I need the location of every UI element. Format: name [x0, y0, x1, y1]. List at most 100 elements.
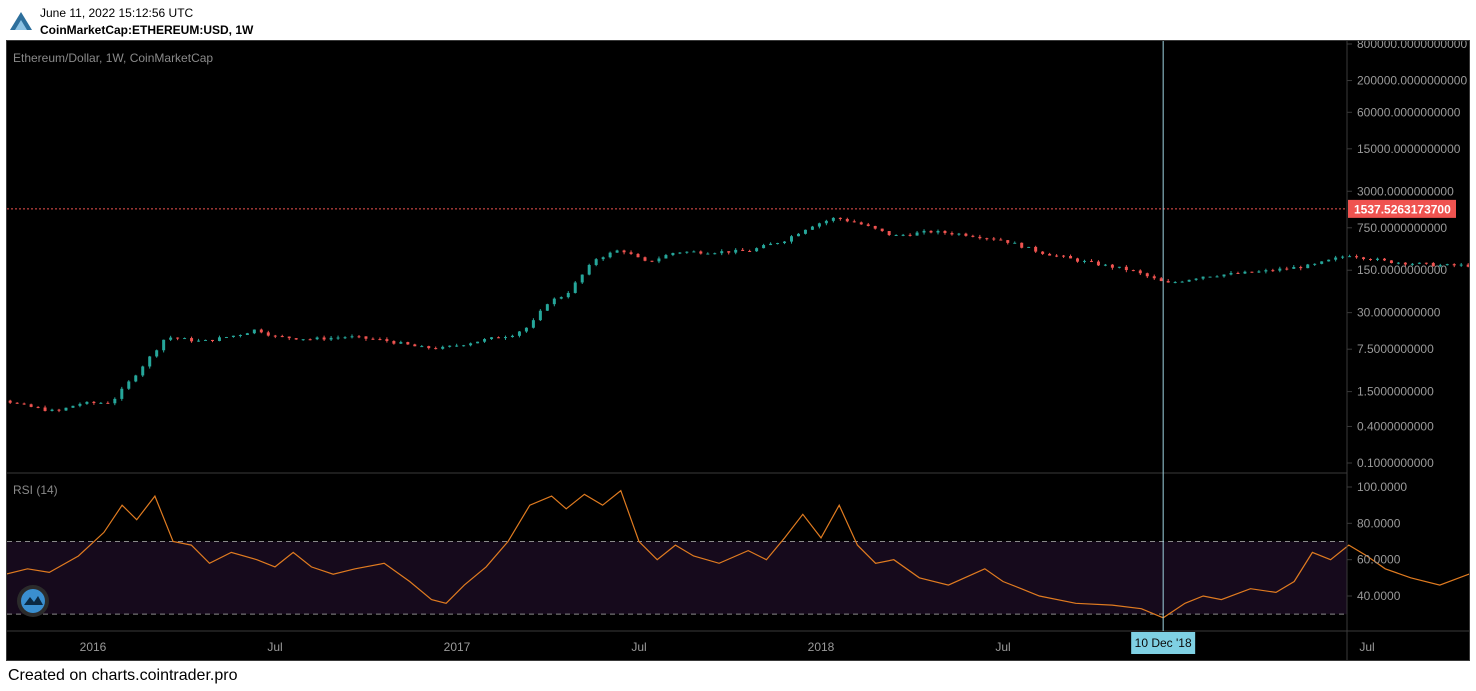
candle-body [1055, 255, 1059, 257]
candle-body [936, 230, 940, 233]
candle-body [1236, 272, 1240, 274]
candle-body [978, 236, 982, 239]
candle-body [1159, 278, 1163, 282]
candle-body [259, 329, 263, 333]
y-tick-label: 200000.0000000000 [1357, 74, 1467, 88]
candle-body [1348, 256, 1352, 258]
candle-body [1069, 255, 1073, 259]
candle-body [608, 252, 612, 258]
candle-body [957, 233, 961, 235]
candle-body [566, 292, 570, 298]
candle-body [224, 337, 228, 339]
candle-body [1117, 266, 1121, 268]
candle-body [629, 252, 633, 254]
candle-body [490, 337, 494, 340]
rsi-tick-label: 80.0000 [1357, 516, 1401, 530]
candle-body [1020, 242, 1024, 248]
candle-body [1264, 270, 1268, 272]
candle-body [852, 221, 856, 223]
candle-body [1438, 265, 1442, 267]
candle-body [315, 337, 319, 340]
candle-body [141, 366, 145, 376]
candle-body [322, 337, 326, 340]
candle-body [1131, 270, 1135, 272]
candle-body [301, 339, 305, 341]
chart-canvas[interactable]: Ethereum/Dollar, 1W, CoinMarketCap RSI (… [0, 37, 1476, 660]
x-tick-label: Jul [995, 640, 1010, 654]
candle-body [1257, 271, 1261, 273]
candle-body [1278, 268, 1282, 271]
candle-body [573, 282, 577, 293]
candle-body [1299, 267, 1303, 269]
candle-body [720, 251, 724, 254]
candle-body [992, 238, 996, 240]
candle-body [1013, 242, 1017, 244]
candle-body [99, 402, 103, 404]
candle-body [1110, 264, 1114, 268]
candle-body [399, 342, 403, 344]
rsi-axis-ticks: 100.0000 80.0000 60.0000 40.0000 [1347, 480, 1407, 603]
candle-body [622, 250, 626, 253]
candle-body [329, 337, 333, 340]
candle-body [371, 338, 375, 340]
candle-body [1048, 253, 1052, 256]
candle-body [1452, 264, 1456, 266]
x-tick-label: Jul [1359, 640, 1374, 654]
candle-body [1152, 276, 1156, 279]
candle-body [1194, 278, 1198, 280]
y-tick-label: 3000.0000000000 [1357, 184, 1454, 198]
rsi-pane-title: RSI (14) [13, 483, 58, 497]
candle-body [497, 337, 501, 339]
candle-body [636, 253, 640, 258]
candle-body [413, 344, 417, 347]
candle-body [127, 381, 131, 389]
candle-body [434, 348, 438, 350]
candle-body [1180, 281, 1184, 283]
candle-body [476, 341, 480, 344]
watermark-logo-icon [17, 585, 49, 617]
candle-body [1096, 261, 1100, 266]
candle-body [1396, 262, 1400, 264]
candle-body [796, 233, 800, 237]
candle-body [838, 217, 842, 219]
candle-body [245, 333, 249, 336]
candle-body [36, 406, 40, 408]
candle-body [22, 403, 26, 405]
candle-body [1076, 258, 1080, 262]
candle-body [615, 250, 619, 253]
candle-body [1027, 246, 1031, 248]
symbol-label: CoinMarketCap:ETHEREUM:USD, 1W [40, 23, 254, 37]
x-tick-label: 2017 [444, 640, 471, 654]
candle-body [15, 402, 19, 404]
candle-body [78, 403, 82, 406]
candle-body [531, 320, 535, 328]
candle-body [1459, 264, 1463, 266]
candle-body [1187, 279, 1191, 282]
candle-body [929, 230, 933, 233]
candle-body [503, 337, 507, 339]
candle-body [845, 218, 849, 222]
candle-body [713, 253, 717, 255]
candle-body [517, 331, 521, 336]
candle-body [1375, 258, 1379, 260]
candle-body [469, 343, 473, 346]
candle-body [971, 235, 975, 237]
candle-body [190, 338, 194, 342]
candle-body [1341, 256, 1345, 258]
candle-body [287, 336, 291, 339]
last-price-tag: 1537.5263173700 [1348, 199, 1456, 218]
candle-body [559, 297, 563, 299]
candle-body [1362, 257, 1366, 260]
y-tick-label: 30.0000000000 [1357, 306, 1441, 320]
candle-body [1382, 258, 1386, 261]
candle-body [427, 346, 431, 349]
candle-body [176, 337, 180, 339]
chart-header: June 11, 2022 15:12:56 UTC CoinMarketCap… [0, 0, 1476, 40]
candle-body [880, 228, 884, 232]
candle-body [183, 338, 187, 340]
snapshot-timestamp: June 11, 2022 15:12:56 UTC [40, 6, 194, 20]
price-pane-title: Ethereum/Dollar, 1W, CoinMarketCap [13, 51, 213, 65]
candle-body [1285, 268, 1289, 270]
candle-body [664, 255, 668, 259]
candle-body [552, 298, 556, 305]
